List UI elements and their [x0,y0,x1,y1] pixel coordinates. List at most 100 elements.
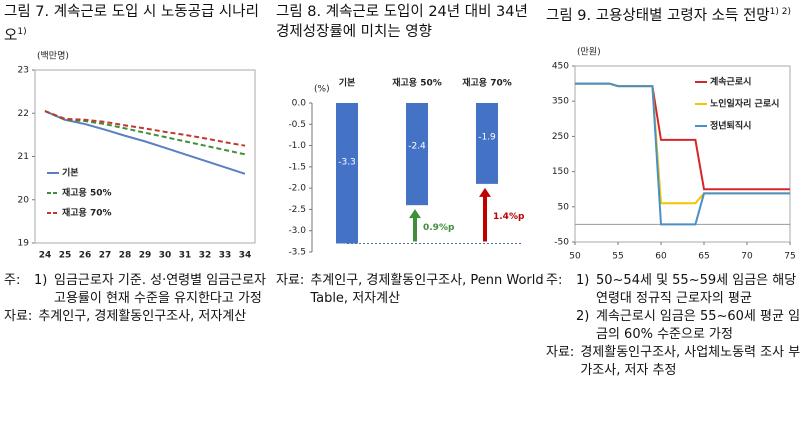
note-text: 추계인구, 경제활동인구조사, 저자계산 [38,309,247,324]
plot-frame [34,69,256,244]
note-row: 자료: 추계인구, 경제활동인구조사, Penn World Table, 저자계… [276,272,544,308]
y-tick-label: -3.5 [288,248,306,258]
category-label: 재고용 50% [392,77,442,89]
x-tick-label: 28 [119,251,132,261]
note-row: 자료: 경제활동인구조사, 사업체노동력 조사 부가조사, 저자 추정 [546,344,802,380]
series-line [44,110,246,156]
x-tick-label: 24 [39,251,52,261]
note-num: 2) [576,309,590,324]
x-tick-label: 26 [79,251,92,261]
note-row: 주: 1) 50~54세 및 55~59세 임금은 해당 연령대 정규직 근로자의 … [546,272,802,344]
note-body: 1) 50~54세 및 55~59세 임금은 해당 연령대 정규직 근로자의 평균… [576,272,802,344]
note-item: 1) 임금근로자 기준. 성·연령별 임금근로자 고용률이 현재 수준을 유지한다… [34,272,268,308]
y-tick-label: -0.5 [288,120,306,130]
y-tick-label: 150 [552,167,569,177]
y-tick-label: 20 [18,195,30,205]
y-tick-label: -1.0 [288,141,306,151]
arrow-head [479,187,491,197]
y-tick-label: 21 [18,152,29,162]
legend-label: 재고용 50% [62,187,112,199]
note-label: 자료: [546,345,575,360]
note-label: 주: [546,273,563,288]
y-tick-label: -1.5 [288,162,306,172]
note-text: 경제활동인구조사, 사업체노동력 조사 부가조사, 저자 추정 [580,345,801,378]
notes: 주: 1) 임금근로자 기준. 성·연령별 임금근로자 고용률이 현재 수준을 유지… [4,272,268,326]
note-body: 추계인구, 경제활동인구조사, 저자계산 [38,308,268,326]
y-tick-label: 23 [18,66,29,76]
y-tick-label: 22 [18,109,29,119]
title-text: 그림 9. 고용상태별 고령자 소득 전망 [546,7,770,24]
arrow-head [409,209,421,219]
value-label: -1.9 [478,132,496,142]
bar [336,103,358,244]
note-text: 추계인구, 경제활동인구조사, Penn World Table, 저자계산 [310,273,544,306]
figure-title: 그림 9. 고용상태별 고령자 소득 전망1) 2) [546,2,802,26]
note-body: 경제활동인구조사, 사업체노동력 조사 부가조사, 저자 추정 [580,344,802,380]
x-tick-label: 75 [784,252,795,262]
x-tick-label: 34 [239,251,252,261]
unit-label: (만원) [577,47,601,58]
y-tick-label: -3.0 [288,226,306,236]
x-tick-label: 50 [569,252,581,262]
x-tick-label: 27 [99,251,112,261]
y-tick-label: 350 [552,97,569,107]
note-label: 자료: [4,309,33,324]
y-tick-label: -50 [554,238,569,248]
bar [406,103,428,206]
note-text: 임금근로자 기준. 성·연령별 임금근로자 고용률이 현재 수준을 유지한다고 … [54,273,267,306]
title-text: 그림 7. 계속근로 도입 시 노동공급 시나리오 [4,4,259,44]
x-tick-label: 29 [139,251,152,261]
x-tick-label: 30 [159,251,172,261]
category-label: 기본 [339,77,356,89]
series-line [44,110,246,147]
y-tick-label: 250 [552,132,569,142]
bar [476,103,498,184]
title-note: 1) [17,27,27,37]
note-item: 2) 계속근로시 임금은 55~60세 평균 임금의 60% 수준으로 가정 [576,308,802,344]
note-num: 1) [576,273,590,288]
x-tick-label: 33 [219,251,232,261]
x-tick-label: 70 [741,252,753,262]
plot-frame [574,65,791,243]
x-tick-label: 60 [655,252,667,262]
unit-label: (백만명) [37,51,69,62]
x-tick-label: 65 [698,252,709,262]
note-label: 자료: [276,273,305,288]
legend-label: 노인일자리 근로시 [710,98,779,110]
note-row: 주: 1) 임금근로자 기준. 성·연령별 임금근로자 고용률이 현재 수준을 유지… [4,272,268,308]
note-label: 주: [4,273,21,288]
notes: 자료: 추계인구, 경제활동인구조사, Penn World Table, 저자계… [276,272,544,308]
annotation: 1.4%p [493,212,525,222]
y-tick-label: -2.5 [288,205,306,215]
y-tick-label: -2.0 [288,184,306,194]
legend-label: 재고용 70% [62,207,112,219]
legend-label: 계속근로시 [710,76,751,88]
series-line [575,82,790,226]
note-text: 50~54세 및 55~59세 임금은 해당 연령대 정규직 근로자의 평균 [596,273,797,306]
category-label: 재고용 70% [462,77,512,89]
legend-label: 기본 [62,167,79,179]
note-item: 1) 50~54세 및 55~59세 임금은 해당 연령대 정규직 근로자의 평균 [576,272,802,308]
note-body: 추계인구, 경제활동인구조사, Penn World Table, 저자계산 [310,272,544,308]
x-tick-label: 55 [612,252,623,262]
notes: 주: 1) 50~54세 및 55~59세 임금은 해당 연령대 정규직 근로자의 … [546,272,802,380]
y-tick-label: 450 [552,62,569,72]
note-num: 1) [34,273,48,288]
legend-label: 정년퇴직시 [710,120,751,132]
series-line [44,110,246,175]
title-note: 1) 2) [769,7,791,17]
title-text: 그림 8. 계속근로 도입이 24년 대비 34년 경제성장률에 미치는 영향 [276,4,528,40]
unit-label: (%) [314,85,330,95]
value-label: -2.4 [408,141,426,151]
figure-title: 그림 8. 계속근로 도입이 24년 대비 34년 경제성장률에 미치는 영향 [276,2,544,42]
value-label: -3.3 [338,158,356,168]
y-tick-label: 50 [558,202,570,212]
y-tick-label: 19 [18,239,30,249]
annotation: 0.9%p [423,223,455,233]
x-tick-label: 32 [199,251,212,261]
note-body: 1) 임금근로자 기준. 성·연령별 임금근로자 고용률이 현재 수준을 유지한다… [34,272,268,308]
y-tick-label: 0.0 [292,99,307,109]
x-tick-label: 25 [59,251,72,261]
